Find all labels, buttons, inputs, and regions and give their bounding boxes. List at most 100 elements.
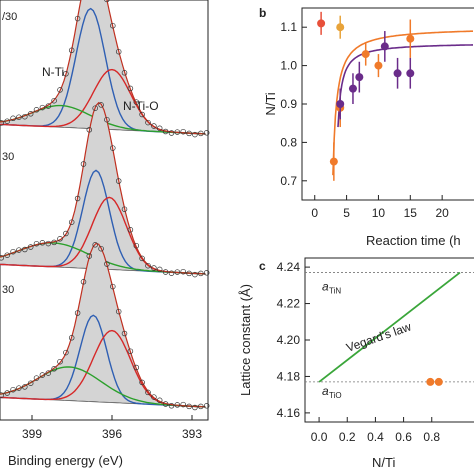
panel-b-ytick-label: 0.8 <box>280 135 297 149</box>
spectrum-2-marker <box>51 366 57 372</box>
spectrum-1-marker <box>139 255 145 262</box>
panel-b-xtick-label: 10 <box>372 206 386 220</box>
panel-b-fit-0 <box>332 30 473 176</box>
panel-b-point <box>393 69 402 78</box>
panel-a-xlabel: Binding energy (eV) <box>8 453 123 468</box>
spectrum-0-fit <box>0 0 206 135</box>
panel-c-xlabel: N/Ti <box>372 455 395 470</box>
spectrum-2-fit <box>0 242 206 408</box>
panel-a-frame <box>0 0 209 421</box>
panel-b-point <box>361 50 370 59</box>
spectrum-1-marker <box>162 269 169 275</box>
panel-b-point <box>336 23 345 32</box>
spectrum-1-marker <box>186 270 192 277</box>
spectrum-1-envelope <box>0 102 206 274</box>
panel-b-point <box>406 69 415 78</box>
spectrum-1-marker <box>10 248 16 255</box>
spectrum-0-marker <box>110 22 116 29</box>
spectrum-2-marker <box>22 384 28 390</box>
spectrum-1-marker <box>86 127 93 133</box>
spectrum-2-marker <box>115 308 122 315</box>
spectrum-2-marker <box>145 389 151 396</box>
panel-b-ytick-label: 0.7 <box>280 174 297 188</box>
spectrum-1-marker <box>104 116 110 123</box>
panel-c-xtick-label: 0.2 <box>339 430 356 444</box>
panel-c-lattice-constant: c 4.16 4.18 4.20 4.22 4.24 0.0 0.2 0.4 0.6 0.8 Latt… <box>238 257 474 470</box>
spectrum-0-marker <box>168 130 175 136</box>
spectrum-1-fit <box>0 101 206 275</box>
spectrum-1-marker <box>98 102 104 108</box>
spectrum-1-marker <box>203 270 210 276</box>
spectrum-2-marker <box>16 385 22 391</box>
panel-b-letter: b <box>259 6 266 20</box>
panel-b-point <box>406 34 415 43</box>
spectrum-2-marker <box>39 372 46 378</box>
spectrum-0-marker <box>27 111 34 117</box>
spectrum-2-marker <box>98 245 104 252</box>
spectrum-1-marker <box>145 262 151 269</box>
spectrum-0-marker <box>192 131 198 138</box>
panel-c-ylabel: Lattice constant (Å) <box>238 284 253 396</box>
spectrum-2-envelope <box>0 243 206 407</box>
spectrum-1-marker <box>110 145 116 151</box>
spectrum-0-marker <box>45 103 52 109</box>
spectrum-0-marker <box>156 125 163 132</box>
spectrum-1-marker <box>22 246 28 253</box>
spectrum-2-label: 30 <box>2 284 14 296</box>
peak-label-n-ti: N-Ti <box>42 65 64 79</box>
spectrum-1-marker <box>68 219 75 225</box>
spectrum-1-marker <box>74 195 81 202</box>
spectrum-2-marker <box>156 397 163 404</box>
spectrum-0-marker <box>174 129 181 135</box>
panel-c-ytick-label: 4.22 <box>277 297 301 311</box>
reference-sub-a_TiN: TiN <box>329 287 341 296</box>
panel-c-point <box>426 377 435 386</box>
spectrum-1-marker <box>57 236 63 242</box>
spectrum-1-marker <box>168 270 175 276</box>
spectrum-2-marker <box>168 403 175 409</box>
panel-b-xtick-label: 20 <box>435 206 449 220</box>
spectrum-1-marker <box>127 227 134 233</box>
spectrum-2-marker <box>57 358 63 365</box>
panel-b-ytick-label: 1.1 <box>280 20 297 34</box>
panel-b-xtick-label: 15 <box>404 206 418 220</box>
spectrum-1-marker <box>115 178 122 184</box>
panel-b-fit-1 <box>337 44 473 128</box>
spectrum-0-marker <box>33 107 40 113</box>
panel-b-point <box>336 100 345 108</box>
spectrum-1-marker <box>192 271 198 278</box>
spectrum-2-marker <box>86 253 93 259</box>
spectrum-0-marker <box>63 71 69 77</box>
panel-b-ylabel: N/Ti <box>263 92 278 115</box>
vegard-line <box>318 271 461 383</box>
spectrum-2-marker <box>33 375 40 381</box>
spectrum-0-marker <box>198 130 204 137</box>
spectrum-0-marker <box>115 48 122 55</box>
spectrum-1-marker <box>45 240 52 247</box>
spectrum-2-marker <box>45 370 52 376</box>
spectrum-0-envelope <box>0 0 206 134</box>
panel-c-xtick-label: 0.8 <box>423 430 440 444</box>
spectrum-1-marker <box>174 269 181 275</box>
spectrum-1-marker <box>156 266 163 273</box>
spectrum-0-marker <box>4 118 10 124</box>
spectrum-2-marker <box>121 330 128 337</box>
panel-b-xlabel: Reaction time (h <box>366 233 461 248</box>
spectrum-1-marker <box>0 255 5 261</box>
panel-a-xtick-label: 396 <box>102 427 122 441</box>
spectrum-2-marker <box>80 279 87 285</box>
spectrum-0-marker <box>68 47 75 54</box>
spectrum-2-marker <box>27 380 34 386</box>
spectrum-0-marker <box>133 99 140 105</box>
spectrum-1-marker <box>80 161 87 167</box>
panel-b-point <box>329 157 338 166</box>
spectrum-2-marker <box>127 348 134 354</box>
spectrum-2-marker <box>151 394 157 400</box>
spectrum-2-marker <box>174 402 181 408</box>
panel-b-point <box>355 73 364 82</box>
reference-sub-a_TiO: TiO <box>329 391 342 400</box>
panel-b-xtick-label: 5 <box>343 206 350 220</box>
panel-c-xtick-label: 0.4 <box>367 430 384 444</box>
spectrum-0-marker <box>121 70 128 76</box>
panel-c-ytick-label: 4.18 <box>277 369 301 383</box>
